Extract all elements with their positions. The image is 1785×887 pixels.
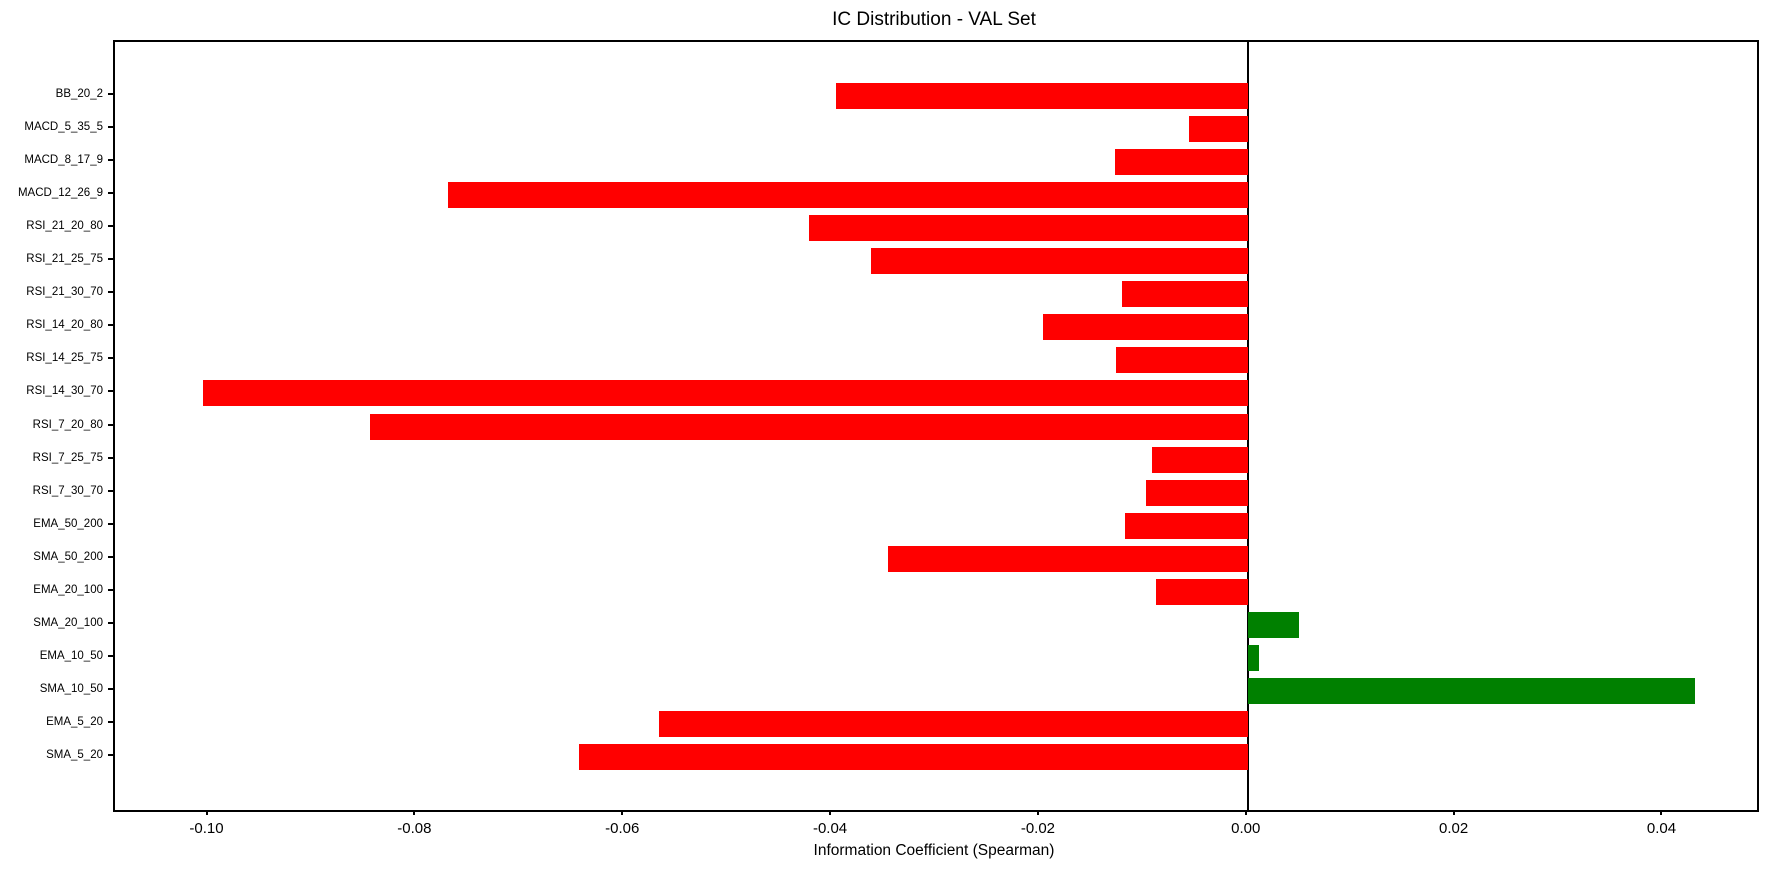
x-axis-label: Information Coefficient (Spearman) (813, 842, 1055, 859)
x-tick-label-0.00: 0.00 (1231, 820, 1261, 837)
zero-reference-line (1246, 42, 1249, 810)
x-tick-label--0.02: -0.02 (1020, 820, 1056, 837)
bar-RSI_21_30_70 (1122, 281, 1248, 308)
y-axis-tick (108, 192, 113, 195)
y-tick-label-SMA_50_200: SMA_50_200 (33, 550, 103, 563)
x-tick-label--0.04: -0.04 (812, 820, 848, 837)
x-axis-tick (1244, 810, 1247, 815)
bar-EMA_5_20 (658, 710, 1248, 737)
y-tick-label-SMA_5_20: SMA_5_20 (46, 749, 103, 761)
y-axis-tick (108, 159, 113, 162)
y-tick-label-RSI_7_20_80: RSI_7_20_80 (32, 418, 103, 431)
bar-RSI_7_25_75 (1152, 446, 1248, 473)
x-axis-tick (621, 810, 624, 815)
bar-EMA_50_200 (1125, 512, 1248, 539)
x-axis-tick (829, 810, 832, 815)
y-tick-label-RSI_21_20_80: RSI_21_20_80 (26, 220, 103, 233)
bar-MACD_5_35_5 (1188, 116, 1248, 143)
y-axis-tick (108, 423, 113, 426)
bar-RSI_14_25_75 (1115, 347, 1248, 374)
y-axis-tick (108, 324, 113, 327)
x-axis-tick (205, 810, 208, 815)
bar-MACD_12_26_9 (447, 182, 1248, 209)
y-axis-tick (108, 258, 113, 261)
y-axis-tick (108, 93, 113, 95)
bar-RSI_21_25_75 (870, 248, 1248, 275)
y-axis-tick (108, 588, 113, 591)
y-tick-label-RSI_21_25_75: RSI_21_25_75 (26, 253, 103, 266)
bar-SMA_50_200 (888, 545, 1248, 572)
x-tick-label-0.02: 0.02 (1439, 820, 1469, 837)
y-axis-tick (108, 654, 113, 657)
y-axis-tick (108, 754, 113, 756)
y-axis-tick (108, 225, 113, 228)
bar-RSI_14_30_70 (203, 380, 1248, 407)
y-axis-tick (108, 456, 113, 459)
y-tick-label-RSI_21_30_70: RSI_21_30_70 (26, 286, 103, 299)
y-tick-label-RSI_7_25_75: RSI_7_25_75 (32, 451, 103, 464)
x-tick-label--0.08: -0.08 (397, 820, 432, 837)
y-axis-tick (108, 291, 113, 294)
y-tick-label-EMA_5_20: EMA_5_20 (46, 715, 103, 728)
y-tick-label-EMA_10_50: EMA_10_50 (39, 649, 103, 662)
x-tick-label-0.04: 0.04 (1646, 820, 1677, 837)
y-tick-label-RSI_14_25_75: RSI_14_25_75 (26, 352, 103, 365)
y-tick-label-EMA_50_200: EMA_50_200 (33, 517, 103, 530)
bar-SMA_20_100 (1247, 611, 1299, 638)
x-axis-tick (1036, 810, 1039, 815)
x-axis-tick (1660, 810, 1663, 815)
y-axis-tick (108, 621, 113, 624)
chart-title: IC Distribution - VAL Set (832, 9, 1036, 30)
y-tick-label-MACD_12_26_9: MACD_12_26_9 (17, 187, 103, 200)
bar-RSI_14_20_80 (1043, 314, 1248, 341)
y-tick-label-MACD_8_17_9: MACD_8_17_9 (24, 154, 103, 167)
y-axis-tick (108, 522, 113, 525)
y-tick-label-MACD_5_35_5: MACD_5_35_5 (24, 121, 103, 134)
y-axis-tick (108, 555, 113, 558)
y-axis-tick (108, 687, 113, 690)
y-tick-label-RSI_14_30_70: RSI_14_30_70 (26, 385, 103, 398)
y-axis-tick (108, 357, 113, 360)
y-axis-tick (108, 489, 113, 492)
y-axis-tick (108, 720, 113, 723)
y-axis-tick (108, 390, 113, 393)
x-tick-label--0.06: -0.06 (605, 820, 640, 837)
bar-RSI_21_20_80 (809, 215, 1248, 242)
y-tick-label-SMA_20_100: SMA_20_100 (33, 616, 103, 629)
plot-area (113, 40, 1759, 812)
bar-EMA_10_50 (1247, 644, 1260, 671)
y-axis-tick (108, 126, 113, 129)
bar-MACD_8_17_9 (1114, 149, 1248, 176)
y-tick-label-SMA_10_50: SMA_10_50 (39, 682, 103, 695)
y-tick-label-BB_20_2: BB_20_2 (55, 88, 103, 100)
bar-SMA_5_20 (578, 744, 1248, 770)
x-tick-label--0.10: -0.10 (189, 820, 224, 837)
bar-EMA_20_100 (1156, 578, 1248, 605)
x-axis-tick (413, 810, 416, 815)
x-axis-tick (1452, 810, 1455, 815)
bar-RSI_7_30_70 (1145, 479, 1248, 506)
y-tick-label-RSI_14_20_80: RSI_14_20_80 (26, 319, 103, 332)
bar-RSI_7_20_80 (369, 413, 1248, 440)
bar-BB_20_2 (836, 83, 1248, 109)
y-tick-label-RSI_7_30_70: RSI_7_30_70 (32, 484, 103, 497)
y-tick-label-EMA_20_100: EMA_20_100 (33, 583, 103, 596)
bar-SMA_10_50 (1247, 677, 1695, 704)
